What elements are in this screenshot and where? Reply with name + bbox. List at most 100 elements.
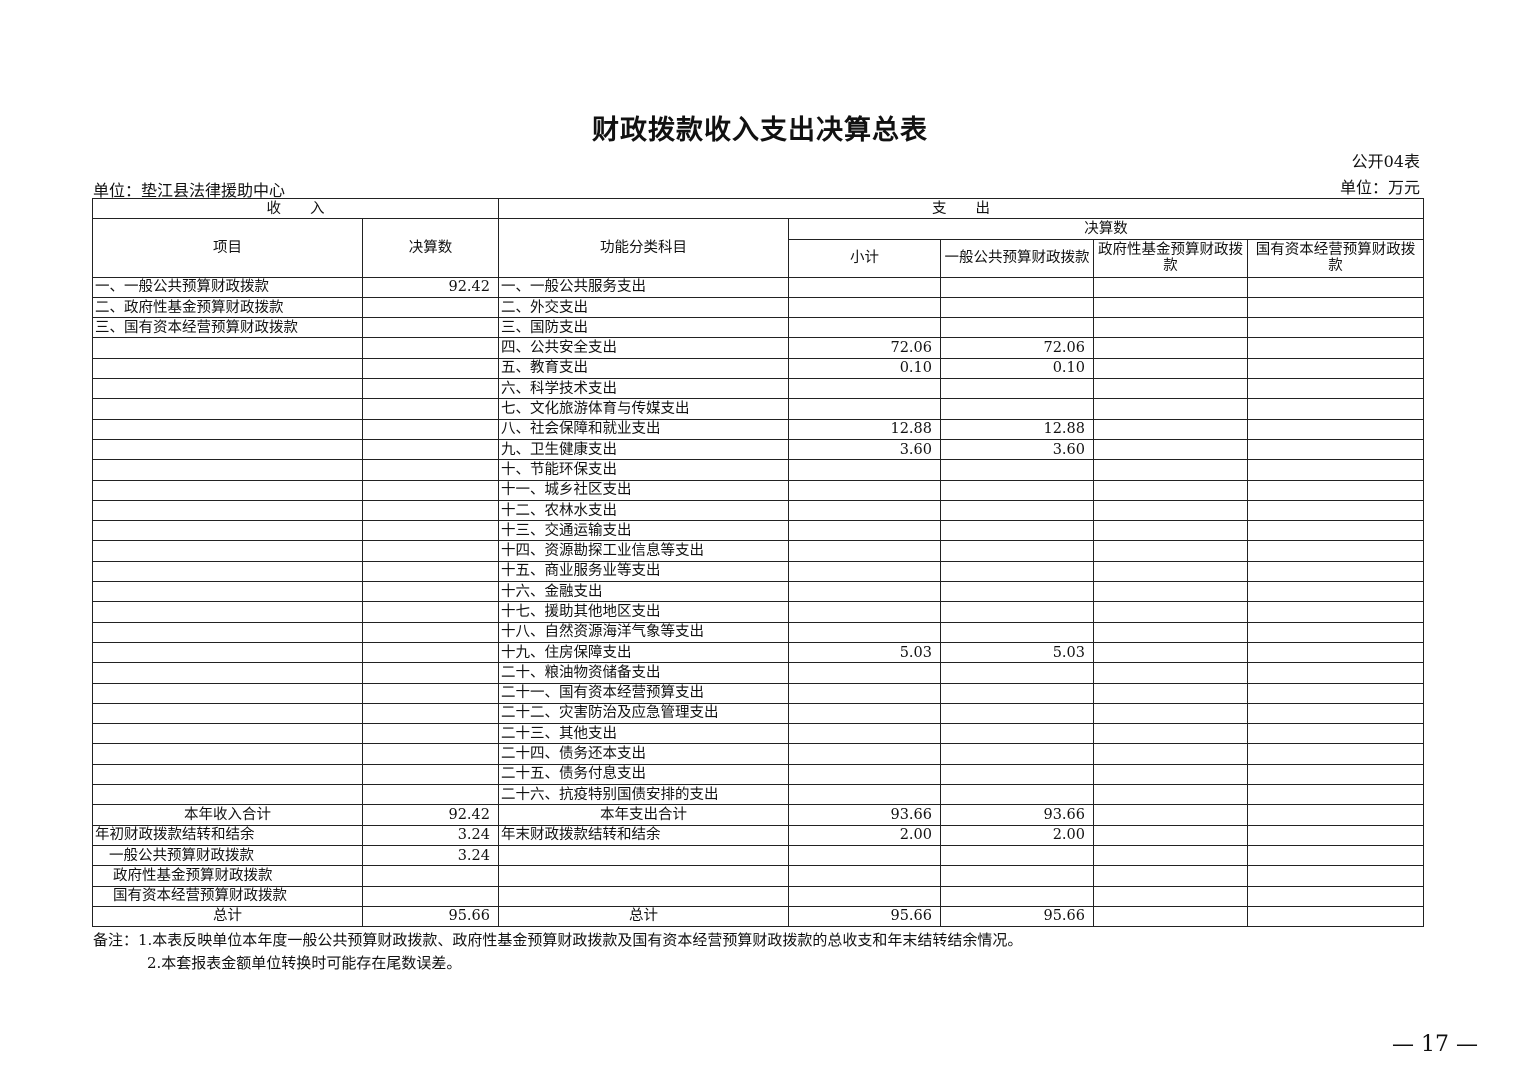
gov-fund-cell xyxy=(1093,824,1248,846)
gov-fund-cell xyxy=(1093,885,1248,907)
gov-fund-cell xyxy=(1093,702,1248,725)
gov-fund-cell xyxy=(1093,520,1248,542)
table-row: 一般公共预算财政拨款 3.24 xyxy=(92,844,1425,867)
expense-item-cell: 十七、援助其他地区支出 xyxy=(498,601,789,623)
income-amount-cell xyxy=(362,865,499,887)
income-item-cell: 一、一般公共预算财政拨款 xyxy=(92,276,363,298)
gov-fund-cell xyxy=(1093,763,1248,786)
general-budget-cell: 93.66 xyxy=(940,804,1094,826)
table-row: 十四、资源勘探工业信息等支出 xyxy=(92,540,1425,562)
expense-item-cell: 十八、自然资源海洋气象等支出 xyxy=(498,621,789,643)
income-item-cell xyxy=(92,479,363,501)
subtotal-cell: 2.00 xyxy=(788,824,941,846)
expense-item-cell xyxy=(498,844,789,867)
income-item-cell: 年初财政拨款结转和结余 xyxy=(92,824,363,846)
general-budget-cell xyxy=(940,723,1094,745)
expense-item-cell: 十三、交通运输支出 xyxy=(498,520,789,542)
income-item-cell xyxy=(92,723,363,745)
general-budget-cell xyxy=(940,540,1094,562)
income-item-cell xyxy=(92,438,363,461)
state-capital-cell xyxy=(1246,824,1425,846)
gov-fund-cell xyxy=(1093,723,1248,745)
expense-item-cell: 十二、农林水支出 xyxy=(498,499,789,522)
subtotal-cell xyxy=(788,459,941,481)
income-amount-cell xyxy=(362,682,499,704)
income-item-cell xyxy=(92,763,363,786)
income-amount-cell xyxy=(362,621,499,643)
state-capital-cell xyxy=(1246,520,1425,542)
expense-item-cell: 年末财政拨款结转和结余 xyxy=(498,824,789,846)
general-budget-cell xyxy=(940,317,1094,339)
gov-fund-header: 政府性基金预算财政拨款 xyxy=(1093,238,1248,278)
income-amount-cell xyxy=(362,743,499,765)
table-row: 国有资本经营预算财政拨款 xyxy=(92,885,1425,907)
state-capital-cell xyxy=(1246,581,1425,603)
state-capital-cell xyxy=(1246,418,1425,440)
state-capital-cell xyxy=(1246,784,1425,806)
general-budget-cell xyxy=(940,844,1094,867)
general-budget-cell xyxy=(940,499,1094,522)
subtotal-cell: 12.88 xyxy=(788,418,941,440)
income-item-cell xyxy=(92,601,363,623)
state-capital-cell xyxy=(1246,621,1425,643)
state-capital-header: 国有资本经营预算财政拨款 xyxy=(1246,238,1425,278)
general-budget-cell xyxy=(940,378,1094,400)
state-capital-cell xyxy=(1246,682,1425,704)
item-header: 项目 xyxy=(92,218,363,278)
general-budget-cell xyxy=(940,702,1094,725)
table-row: 政府性基金预算财政拨款 xyxy=(92,865,1425,887)
gov-fund-cell xyxy=(1093,378,1248,400)
income-amount-cell xyxy=(362,560,499,583)
note-1: 备注：1.本表反映单位本年度一般公共预算财政拨款、政府性基金预算财政拨款及国有资… xyxy=(93,931,1023,949)
income-item-cell: 本年收入合计 xyxy=(92,804,363,826)
table-row: 年初财政拨款结转和结余 3.24 年末财政拨款结转和结余 2.00 2.00 xyxy=(92,824,1425,846)
income-item-cell xyxy=(92,357,363,380)
general-budget-cell: 2.00 xyxy=(940,824,1094,846)
general-budget-cell xyxy=(940,865,1094,887)
income-amount-cell xyxy=(362,702,499,725)
income-amount-cell xyxy=(362,723,499,745)
state-capital-cell xyxy=(1246,641,1425,664)
gov-fund-cell xyxy=(1093,662,1248,684)
income-amount-cell xyxy=(362,378,499,400)
income-amount-cell xyxy=(362,418,499,440)
income-amount-cell xyxy=(362,601,499,623)
subtotal-cell xyxy=(788,560,941,583)
general-budget-header: 一般公共预算财政拨款 xyxy=(940,238,1094,278)
table-row: 十、节能环保支出 xyxy=(92,459,1425,481)
subtotal-cell xyxy=(788,378,941,400)
income-item-cell: 一般公共预算财政拨款 xyxy=(92,844,363,867)
income-item-cell xyxy=(92,520,363,542)
gov-fund-cell xyxy=(1093,479,1248,501)
income-item-cell xyxy=(92,459,363,481)
gov-fund-cell xyxy=(1093,438,1248,461)
table-row: 二十、粮油物资储备支出 xyxy=(92,662,1425,684)
subtotal-cell: 3.60 xyxy=(788,438,941,461)
state-capital-cell xyxy=(1246,865,1425,887)
table-row: 六、科学技术支出 xyxy=(92,378,1425,400)
gov-fund-cell xyxy=(1093,560,1248,583)
income-amount-cell xyxy=(362,885,499,907)
expense-item-cell: 二十一、国有资本经营预算支出 xyxy=(498,682,789,704)
state-capital-cell xyxy=(1246,317,1425,339)
state-capital-cell xyxy=(1246,479,1425,501)
gov-fund-cell xyxy=(1093,682,1248,704)
table-row: 三、国有资本经营预算财政拨款 三、国防支出 xyxy=(92,317,1425,339)
general-budget-cell xyxy=(940,743,1094,765)
expense-item-cell: 六、科学技术支出 xyxy=(498,378,789,400)
subtotal-cell xyxy=(788,662,941,684)
expense-item-cell: 十一、城乡社区支出 xyxy=(498,479,789,501)
state-capital-cell xyxy=(1246,296,1425,319)
expense-item-cell: 十五、商业服务业等支出 xyxy=(498,560,789,583)
state-capital-cell xyxy=(1246,378,1425,400)
income-item-cell xyxy=(92,540,363,562)
subtotal-cell: 93.66 xyxy=(788,804,941,826)
state-capital-cell xyxy=(1246,844,1425,867)
expense-item-cell: 二十三、其他支出 xyxy=(498,723,789,745)
table-body: 一、一般公共预算财政拨款 92.42 一、一般公共服务支出 二、政府性基金预算财政拨款… xyxy=(92,276,1425,928)
income-item-cell xyxy=(92,784,363,806)
func-class-header: 功能分类科目 xyxy=(498,218,789,278)
income-item-cell xyxy=(92,398,363,420)
income-item-cell xyxy=(92,702,363,725)
gov-fund-cell xyxy=(1093,459,1248,481)
